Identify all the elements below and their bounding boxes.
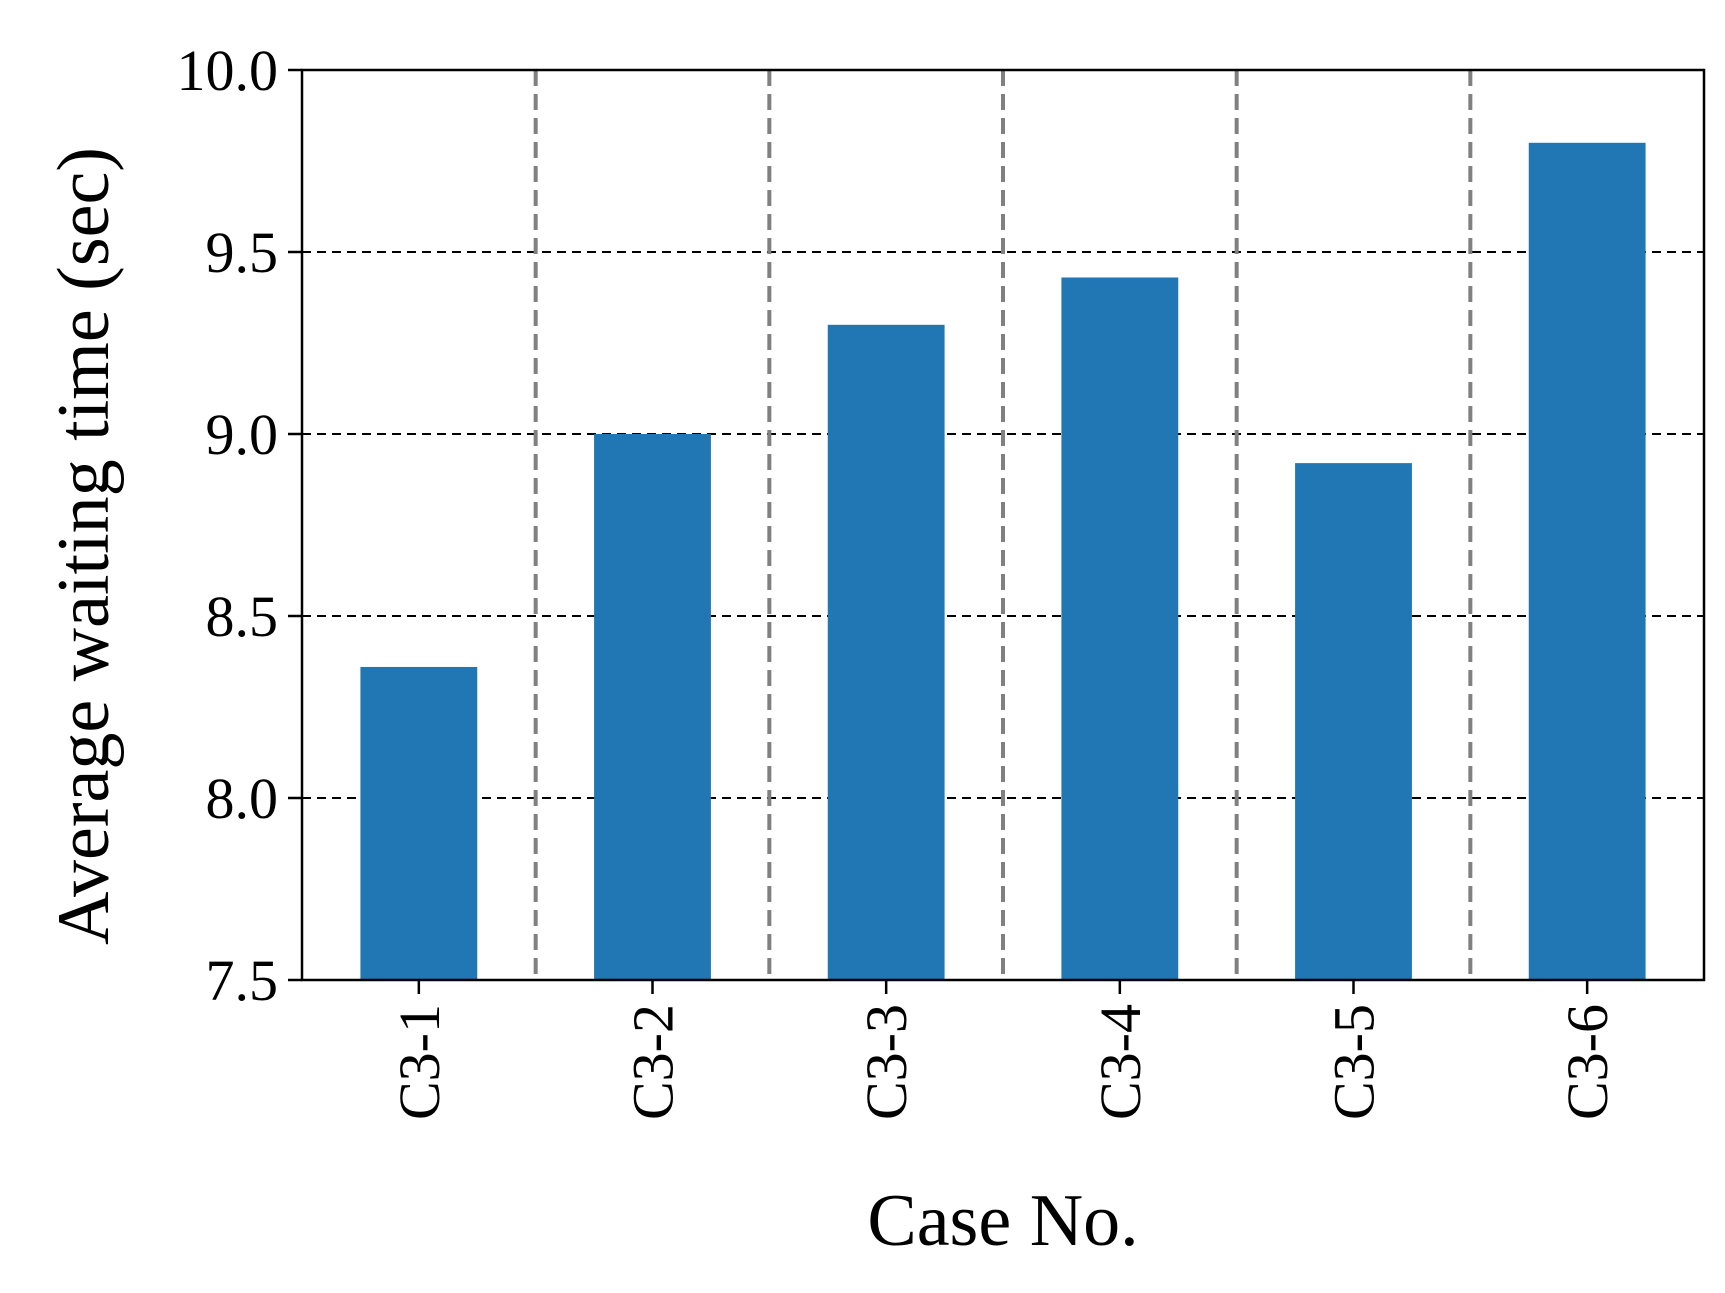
bar bbox=[1295, 463, 1412, 980]
x-axis-ticks: C3-1 C3-2 C3-3 C3-4 C3-5 C3-6 bbox=[387, 980, 1620, 1120]
y-axis-ticks: 7.5 8.0 8.5 9.0 9.5 10.0 bbox=[177, 38, 302, 1013]
y-tick-label: 7.5 bbox=[206, 948, 279, 1013]
x-tick-label: C3-2 bbox=[621, 1004, 686, 1120]
x-tick-label: C3-5 bbox=[1322, 1004, 1387, 1120]
x-tick-label: C3-6 bbox=[1555, 1004, 1620, 1120]
horizontal-gridlines bbox=[302, 251, 1704, 799]
bar bbox=[1061, 277, 1179, 981]
y-tick-label: 10.0 bbox=[177, 38, 279, 103]
bars bbox=[360, 142, 1646, 981]
x-tick-label: C3-4 bbox=[1088, 1004, 1153, 1120]
x-tick-label: C3-3 bbox=[854, 1004, 919, 1120]
bar bbox=[360, 666, 478, 980]
bar bbox=[827, 324, 945, 980]
x-tick-label: C3-1 bbox=[387, 1004, 452, 1120]
y-tick-label: 8.0 bbox=[206, 766, 279, 831]
y-tick-label: 9.0 bbox=[206, 402, 279, 467]
bar bbox=[594, 434, 711, 980]
category-separators bbox=[533, 70, 1473, 980]
y-tick-label: 8.5 bbox=[206, 584, 279, 649]
plot-area-frame bbox=[300, 68, 1706, 982]
x-axis-title: Case No. bbox=[867, 1180, 1138, 1262]
y-axis-title: Average waiting time (sec) bbox=[43, 147, 125, 945]
bar bbox=[1528, 142, 1646, 981]
y-tick-label: 9.5 bbox=[206, 220, 279, 285]
